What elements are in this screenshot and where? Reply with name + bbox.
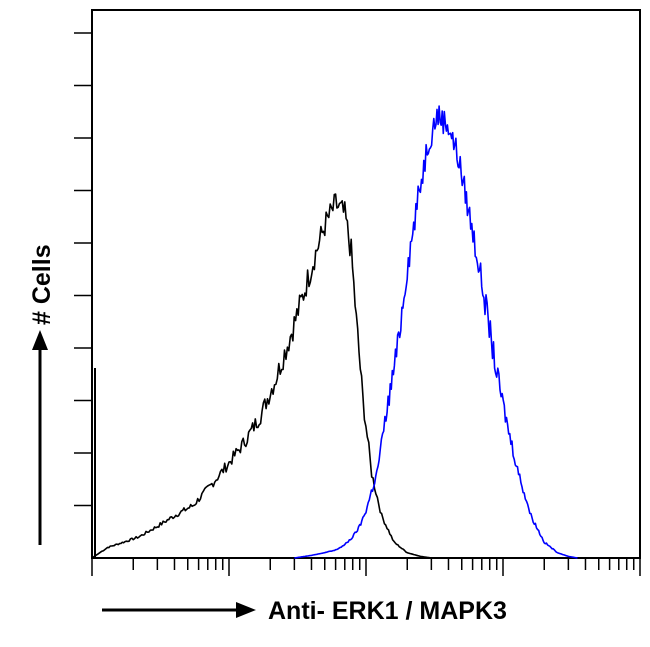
plot-frame [91, 9, 641, 559]
y-axis-label: # Cells [28, 244, 56, 325]
y-axis-label-group: # Cells [28, 244, 56, 545]
series-line-1 [91, 193, 449, 559]
series-line-2 [294, 105, 578, 559]
y-axis-ticks [74, 32, 92, 507]
x-axis-arrow-head [236, 602, 256, 618]
x-axis-label-group: Anti- ERK1 / MAPK3 [102, 597, 507, 625]
series-layer [91, 105, 578, 559]
x-axis-label: Anti- ERK1 / MAPK3 [268, 597, 507, 625]
y-axis-arrow-head [32, 330, 48, 350]
x-axis-ticks [91, 558, 641, 576]
